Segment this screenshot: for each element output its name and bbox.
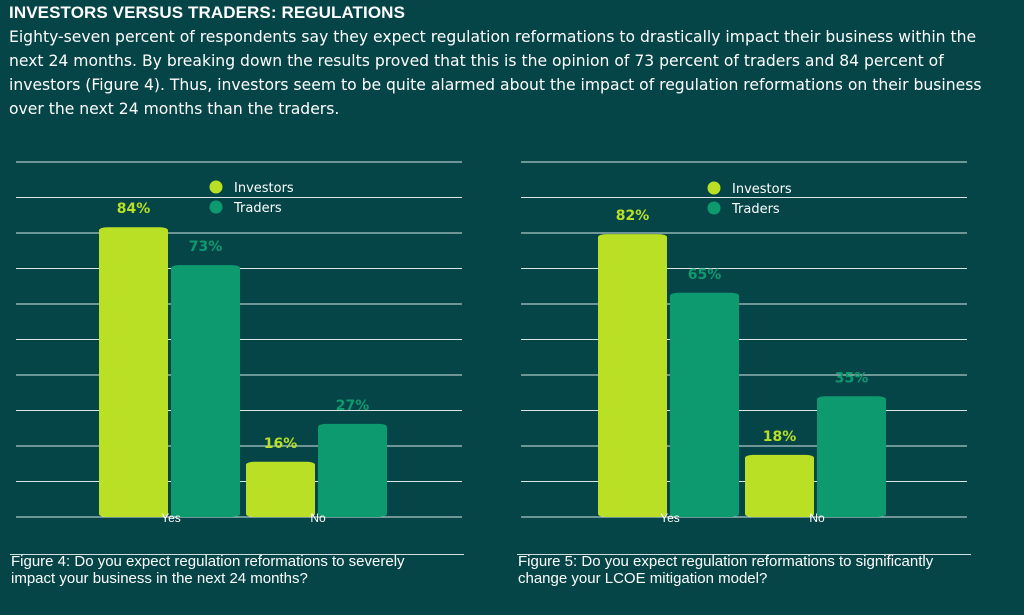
figure-5-caption-rule xyxy=(517,554,971,555)
category-label: No xyxy=(809,511,825,525)
data-label: 16% xyxy=(264,436,298,452)
page-heading: INVESTORS VERSUS TRADERS: REGULATIONS xyxy=(9,3,406,22)
bar-investors-yes xyxy=(99,227,168,517)
data-label: 73% xyxy=(189,239,223,255)
legend-swatch xyxy=(707,201,721,215)
data-label: 82% xyxy=(616,208,650,224)
legend-swatch xyxy=(209,200,223,214)
legend-label: Traders xyxy=(731,202,780,217)
category-label: No xyxy=(310,511,326,525)
bar-traders-yes xyxy=(670,292,739,517)
data-label: 18% xyxy=(763,429,797,445)
data-label: 65% xyxy=(688,267,722,283)
category-label: Yes xyxy=(660,511,680,525)
legend-label: Traders xyxy=(233,201,282,216)
legend-label: Investors xyxy=(732,182,792,197)
figure-5-svg: 82% 18% 65% 35% Yes No Investors Traders xyxy=(521,161,967,525)
bar-traders-yes xyxy=(171,265,240,517)
data-label: 27% xyxy=(336,398,370,414)
data-label: 35% xyxy=(835,370,869,386)
figure-4-chart: 84% 16% 73% 27% Yes No Investors Traders xyxy=(0,150,470,570)
figure-4-svg: 84% 16% 73% 27% Yes No Investors Traders xyxy=(16,161,462,525)
intro-paragraph: Eighty-seven percent of respondents say … xyxy=(9,28,982,118)
figure-5-chart: 82% 18% 65% 35% Yes No Investors Traders xyxy=(505,150,975,570)
bar-investors-no xyxy=(246,461,315,517)
figure-5-caption: Figure 5: Do you expect regulation refor… xyxy=(518,553,934,587)
legend-swatch xyxy=(707,181,721,195)
legend-label: Investors xyxy=(234,181,294,196)
bar-investors-yes xyxy=(598,234,667,517)
figure-4-caption: Figure 4: Do you expect regulation refor… xyxy=(11,553,405,587)
figure-4-caption-rule xyxy=(10,554,464,555)
data-label: 84% xyxy=(117,201,151,217)
bar-traders-no xyxy=(318,423,387,517)
bar-traders-no xyxy=(817,396,886,517)
legend-swatch xyxy=(209,180,223,194)
bar-investors-no xyxy=(745,454,814,517)
category-label: Yes xyxy=(161,511,181,525)
